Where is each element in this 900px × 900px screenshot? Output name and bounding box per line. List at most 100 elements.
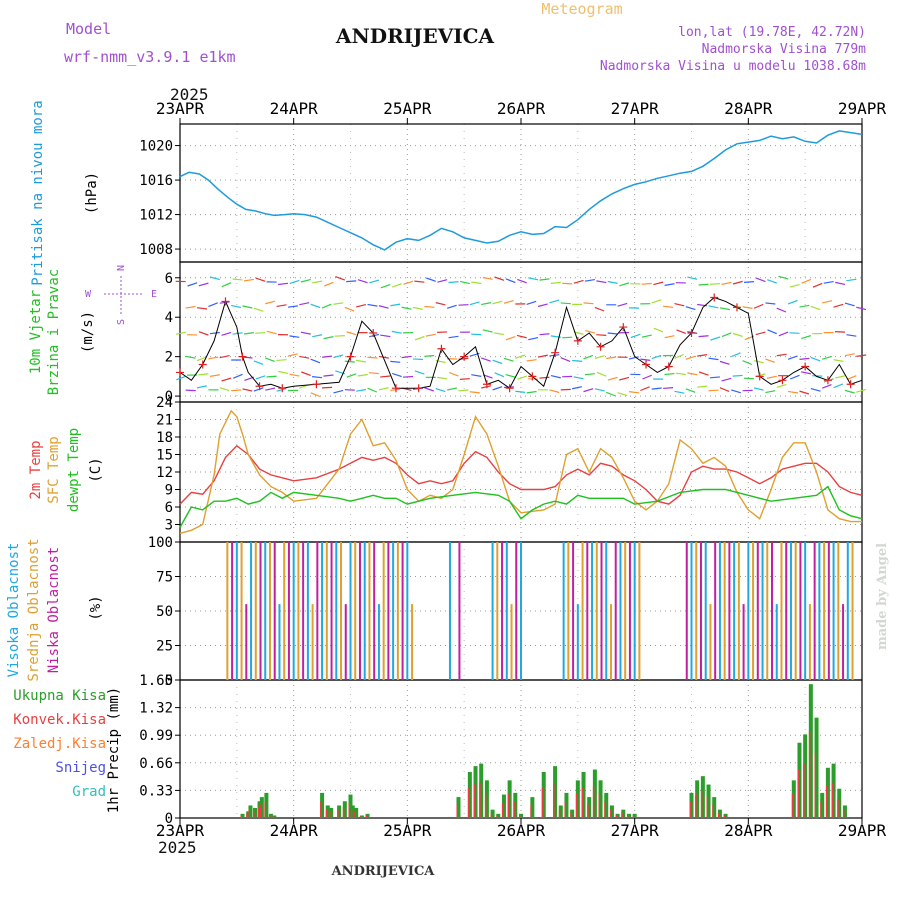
wind-arrow <box>583 388 594 393</box>
wind-arrow <box>209 374 220 377</box>
precip-bar-conv <box>513 801 515 818</box>
x-tick-label-bottom: 27APR <box>611 821 660 840</box>
y-tick-label: 100 <box>148 535 173 551</box>
wind-arrow <box>265 300 276 305</box>
wind-arrow <box>549 299 560 304</box>
x-tick-label-top: 27APR <box>611 99 660 118</box>
precip-bar-conv <box>264 801 266 818</box>
wind-arrow <box>323 374 334 377</box>
wind-arrow <box>287 305 298 308</box>
wind-gust-marker <box>573 336 582 345</box>
precip-bar-conv <box>695 793 697 818</box>
precip-bar-conv <box>268 815 271 818</box>
y-tick-label: 0 <box>165 811 173 827</box>
wind-arrow <box>401 306 412 310</box>
wind-arrow <box>471 374 482 377</box>
wind-arrow <box>801 335 812 340</box>
precip-bar <box>553 766 558 818</box>
precip-bar <box>337 805 342 818</box>
temp-line-2 <box>179 485 863 528</box>
x-tick-label-bottom: 26APR <box>497 821 546 840</box>
wind-arrow <box>346 373 357 378</box>
compass-east: E <box>151 289 157 300</box>
wind-arrow <box>789 332 800 334</box>
y-tick-label: 4 <box>165 310 173 326</box>
wind-arrow <box>481 385 492 389</box>
station-title: ANDRIJEVICA <box>335 24 495 48</box>
wind-arrow <box>424 387 435 392</box>
precip-bar-conv <box>257 807 260 818</box>
wind-arrow <box>402 375 414 378</box>
wind-gust-marker <box>482 380 491 389</box>
wind-arrow <box>310 303 321 309</box>
precip-bar-conv <box>837 798 839 818</box>
wind-arrow <box>594 355 605 359</box>
wind-arrow <box>505 335 516 341</box>
wind-arrow <box>788 390 799 394</box>
wind-arrow <box>583 354 594 360</box>
wind-arrow <box>607 280 618 284</box>
wind-arrow <box>289 279 300 284</box>
compass-west: W <box>85 289 92 300</box>
wind-arrow <box>482 276 493 280</box>
wind-arrow <box>356 388 367 392</box>
wind-arrow <box>562 336 573 339</box>
wind-arrow <box>425 333 436 337</box>
precip-bar <box>329 807 334 818</box>
y-tick-label: 1008 <box>139 242 173 258</box>
wind-arrow <box>674 302 685 307</box>
y-tick-label: 3 <box>165 518 173 534</box>
precip-legend-1: Konvek.Kisa <box>13 712 106 728</box>
wind-arrow <box>856 354 867 357</box>
y-tick-label: 6 <box>165 500 173 516</box>
wind-gust-marker <box>391 384 400 393</box>
wind-gust-marker <box>278 384 287 393</box>
precip-bar <box>598 780 603 818</box>
precip-bar-conv <box>501 802 504 818</box>
wind-arrow <box>640 386 650 392</box>
pressure-line <box>179 130 863 251</box>
y-tick-label: 1020 <box>139 139 173 155</box>
wind-arrow <box>242 305 253 309</box>
wind-arrow <box>424 354 435 357</box>
cloud-unit: (%) <box>88 595 104 620</box>
precip-bar-conv <box>354 811 356 818</box>
precip-bar <box>820 792 825 818</box>
year-top: 2025 <box>170 85 209 104</box>
wind-arrow <box>367 356 378 359</box>
wind-arrow <box>549 389 560 394</box>
wind-arrow <box>628 391 639 394</box>
wind-arrow <box>265 387 276 391</box>
wind-arrow <box>709 283 720 285</box>
pressure-unit: (hPa) <box>84 172 100 214</box>
wind-arrow <box>617 392 628 397</box>
wind-gust-marker <box>312 380 321 389</box>
precip-bar-conv <box>350 809 353 818</box>
wind-arrow <box>560 357 571 362</box>
wind-arrow <box>732 332 743 338</box>
wind-arrow <box>835 281 846 286</box>
wind-arrow <box>822 355 832 360</box>
wind-gust-marker <box>505 384 514 393</box>
x-tick-label-top: 29APR <box>838 99 887 118</box>
wind-arrow <box>573 279 584 284</box>
wind-arrow <box>437 376 448 380</box>
coords-label: lon,lat (19.78E, 42.72N) <box>678 25 866 40</box>
wind-arrow <box>414 370 425 375</box>
wind-arrow <box>801 278 812 284</box>
precip-bar-conv <box>706 796 709 818</box>
precip-bar-conv <box>598 793 601 818</box>
wind-arrow <box>789 283 800 288</box>
wind-arrow <box>287 353 298 357</box>
wind-gust-marker <box>551 348 560 357</box>
wind-arrow <box>505 374 516 378</box>
wind-arrow <box>697 354 708 357</box>
wind-gust-marker <box>687 328 696 337</box>
wind-arrow <box>778 331 789 337</box>
wind-arrow <box>743 281 755 283</box>
precip-bar <box>609 805 614 818</box>
wind-arrow <box>787 355 798 360</box>
precip-bar <box>570 809 575 818</box>
wind-arrow <box>494 372 505 378</box>
wind-arrow <box>378 305 389 309</box>
